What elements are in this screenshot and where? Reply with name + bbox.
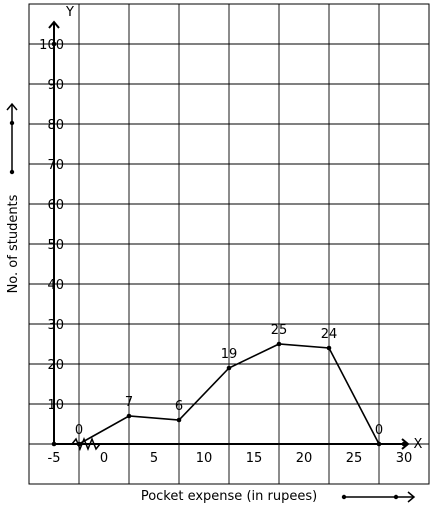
y-axis-top-point xyxy=(51,41,57,47)
data-label: 0 xyxy=(75,423,83,438)
data-label: 6 xyxy=(175,399,183,414)
scale-arrow-horizontal xyxy=(341,491,416,503)
y-tick-label: 50 xyxy=(47,238,64,253)
y-axis-letter: Y xyxy=(65,5,74,20)
x-tick-label: 10 xyxy=(196,451,213,466)
data-label: 24 xyxy=(321,327,338,342)
axes xyxy=(48,20,410,450)
x-tick-label: 25 xyxy=(346,451,363,466)
data-labels: 0 7 6 19 25 24 0 xyxy=(75,323,383,438)
series-polygon xyxy=(76,341,382,447)
grid xyxy=(28,3,430,485)
data-point xyxy=(176,417,182,423)
data-point xyxy=(226,365,232,371)
y-tick-label: 90 xyxy=(47,78,64,93)
data-point xyxy=(326,345,332,351)
data-label: 19 xyxy=(221,347,238,362)
data-point xyxy=(376,441,382,447)
data-point xyxy=(276,341,282,347)
axis-break-zigzag xyxy=(71,436,101,452)
x-tick-label: 30 xyxy=(396,451,413,466)
y-tick-label: 40 xyxy=(47,278,64,293)
data-label: 25 xyxy=(271,323,288,338)
y-tick-label: 30 xyxy=(47,318,64,333)
data-label: 0 xyxy=(375,423,383,438)
x-axis-letter: X xyxy=(414,437,423,452)
scale-arrow-vertical xyxy=(6,102,18,175)
y-tick-label: 20 xyxy=(47,358,64,373)
x-tick-label: 20 xyxy=(296,451,313,466)
y-tick-label: 10 xyxy=(47,398,64,413)
x-axis-end-point xyxy=(401,441,407,447)
y-axis-title: No. of students xyxy=(6,194,21,293)
y-tick-label: 60 xyxy=(47,198,64,213)
origin-point xyxy=(51,441,57,447)
x-axis-arrowhead xyxy=(401,438,410,450)
data-point xyxy=(126,413,132,419)
y-tick-label: 100 xyxy=(39,38,64,53)
x-tick-label: 5 xyxy=(150,451,158,466)
y-tick-label: 70 xyxy=(47,158,64,173)
data-label: 7 xyxy=(125,395,133,410)
x-tick-label: 15 xyxy=(246,451,263,466)
x-tick-label: 0 xyxy=(100,451,108,466)
y-tick-label: 80 xyxy=(47,118,64,133)
x-tick-label: -5 xyxy=(48,451,61,466)
x-axis-title: Pocket expense (in rupees) xyxy=(141,489,317,504)
y-axis-arrowhead xyxy=(48,20,60,29)
